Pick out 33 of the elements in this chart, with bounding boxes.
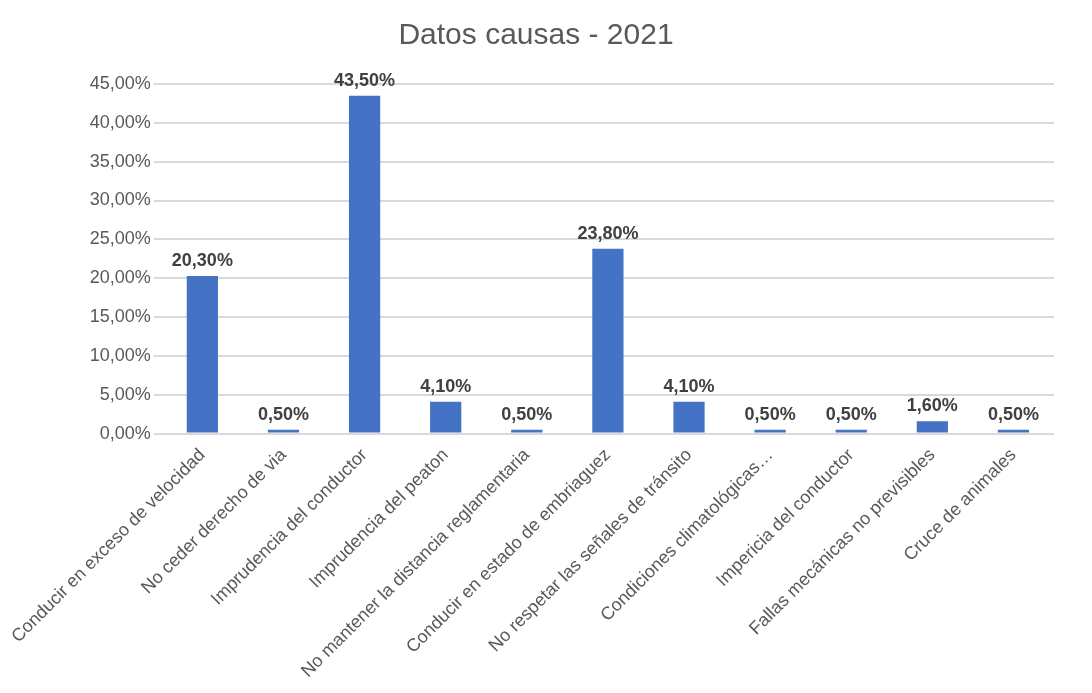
bar [267,429,300,433]
y-tick-label: 25,00% [89,228,151,249]
data-label: 0,50% [257,403,309,424]
data-label: 0,50% [825,403,877,424]
bar [430,401,462,433]
data-label: 4,10% [663,375,715,396]
data-label: 0,50% [744,403,796,424]
y-tick-label: 35,00% [89,150,151,171]
bar [511,429,543,433]
y-tick-label: 20,00% [89,267,151,288]
data-label: 0,50% [987,403,1039,424]
y-tick-label: 5,00% [99,383,151,404]
data-label: 43,50% [334,69,396,90]
data-label: 4,10% [420,375,472,396]
y-tick-label: 10,00% [89,344,151,365]
bar [348,95,381,433]
bar [186,275,218,433]
bar [592,248,624,433]
data-label: 23,80% [577,222,639,243]
data-label: 1,60% [906,395,958,416]
y-tick-label: 40,00% [89,111,151,132]
bar [997,429,1030,433]
y-tick-label: 15,00% [89,306,151,327]
bar [754,429,786,433]
bar [673,401,705,433]
data-label: 0,50% [501,403,553,424]
chart-title: Datos causas - 2021 [398,17,674,51]
y-tick-label: 45,00% [89,72,151,93]
y-tick-label: 30,00% [89,189,151,210]
y-tick-label: 0,00% [99,422,151,443]
data-label: 20,30% [171,249,233,270]
bar [916,421,948,433]
bar [835,429,867,433]
